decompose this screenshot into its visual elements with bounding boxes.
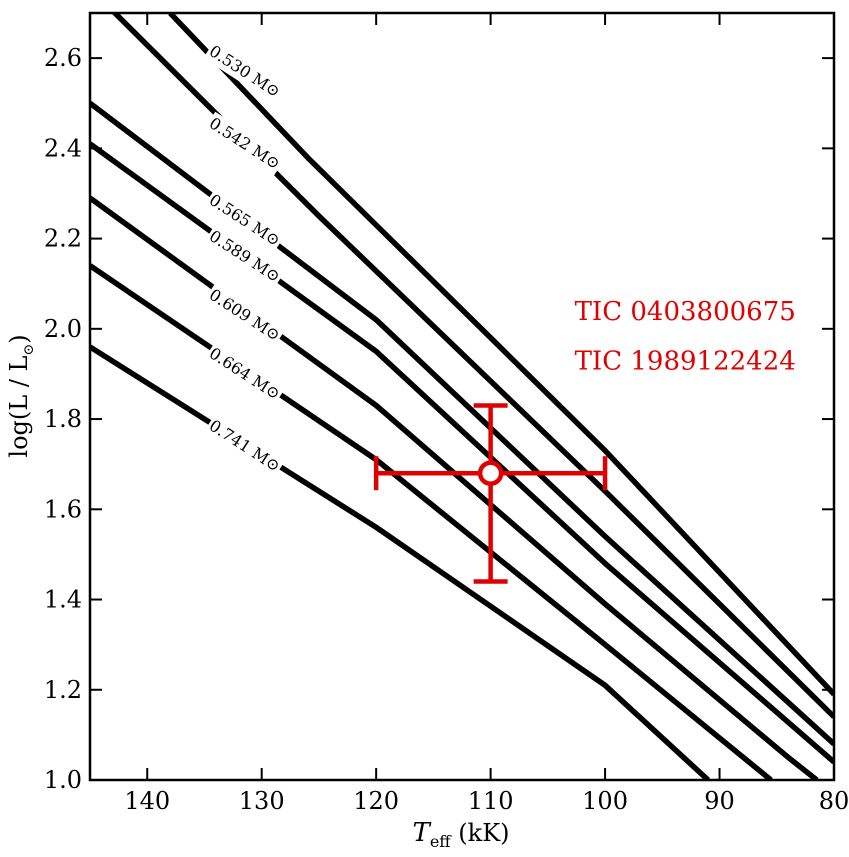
track-label-group-0664-M: 0.664 M⊙: [203, 341, 286, 407]
y-tick-label: 1.2: [44, 676, 82, 704]
track-line-0664-M: [90, 263, 773, 780]
axes: [88, 11, 836, 782]
track-line-0530-M: [168, 13, 834, 697]
track-label-bg: [203, 111, 286, 176]
track-line-0542-M: [111, 13, 834, 719]
ticks: 140 130 120 110 100 90 80 1.0 1.2 1.4 1.6 1.8 2.0 2.2…: [44, 13, 849, 815]
y-tick-label: 2.0: [44, 315, 82, 343]
track-labels: 0.530 M⊙0.542 M⊙0.565 M⊙0.589 M⊙0.609 M⊙…: [203, 39, 286, 479]
x-tick-label: 120: [353, 787, 399, 815]
x-tick-label: 130: [239, 787, 285, 815]
track-line-0565-M: [90, 101, 834, 746]
y-axis-title-close: ): [5, 334, 33, 343]
x-axis-title: Teff (kK): [412, 818, 509, 851]
track-label-group-0609-M: 0.609 M⊙: [203, 283, 286, 348]
y-tick-label: 1.6: [44, 495, 82, 523]
x-axis-title-main: T: [412, 818, 431, 848]
x-tick-label: 80: [819, 787, 849, 815]
x-tick-label: 90: [704, 787, 735, 815]
track-line-0609-M: [90, 195, 819, 780]
track-label-group-0741-M: 0.741 M⊙: [203, 413, 286, 479]
y-tick-label: 1.4: [44, 586, 82, 614]
track-line-0741-M: [90, 344, 710, 780]
track-label-0741-M: 0.741 M⊙: [206, 416, 284, 476]
y-tick-label: 1.8: [44, 405, 82, 433]
y-tick-label: 1.0: [44, 766, 82, 794]
data-point-marker: [477, 460, 504, 486]
track-label-0664-M: 0.664 M⊙: [206, 344, 284, 404]
object-annotation-1: TIC 0403800675: [575, 297, 796, 327]
plot-frame: [88, 11, 836, 782]
x-tick-label: 140: [124, 787, 170, 815]
track-label-bg: [203, 413, 286, 479]
track-label-bg: [203, 341, 286, 407]
x-tick-label: 110: [468, 787, 514, 815]
object-annotation-2: TIC 1989122424: [575, 346, 796, 376]
track-line-0589-M: [90, 141, 834, 765]
object-annotations: TIC 0403800675 TIC 1989122424: [575, 297, 796, 377]
track-label-bg: [203, 188, 286, 253]
track-label-bg: [203, 283, 286, 348]
x-axis-title-subscript: eff: [430, 832, 452, 851]
x-tick-label: 100: [582, 787, 628, 815]
y-tick-label: 2.4: [44, 134, 82, 162]
y-axis-title-main: log(L / L: [5, 355, 33, 457]
y-tick-label: 2.2: [44, 225, 82, 253]
evolutionary-tracks: [90, 13, 834, 780]
x-axis-title-unit: (kK): [451, 819, 510, 847]
track-label-0609-M: 0.609 M⊙: [206, 285, 284, 345]
y-axis-title: log(L / L⊙): [5, 334, 37, 457]
y-tick-label: 2.6: [44, 44, 82, 72]
y-axis-title-sun: ⊙: [21, 344, 37, 356]
track-label-bg: [203, 224, 286, 289]
data-point-with-errorbars: [373, 403, 608, 584]
track-label-bg: [203, 39, 286, 104]
